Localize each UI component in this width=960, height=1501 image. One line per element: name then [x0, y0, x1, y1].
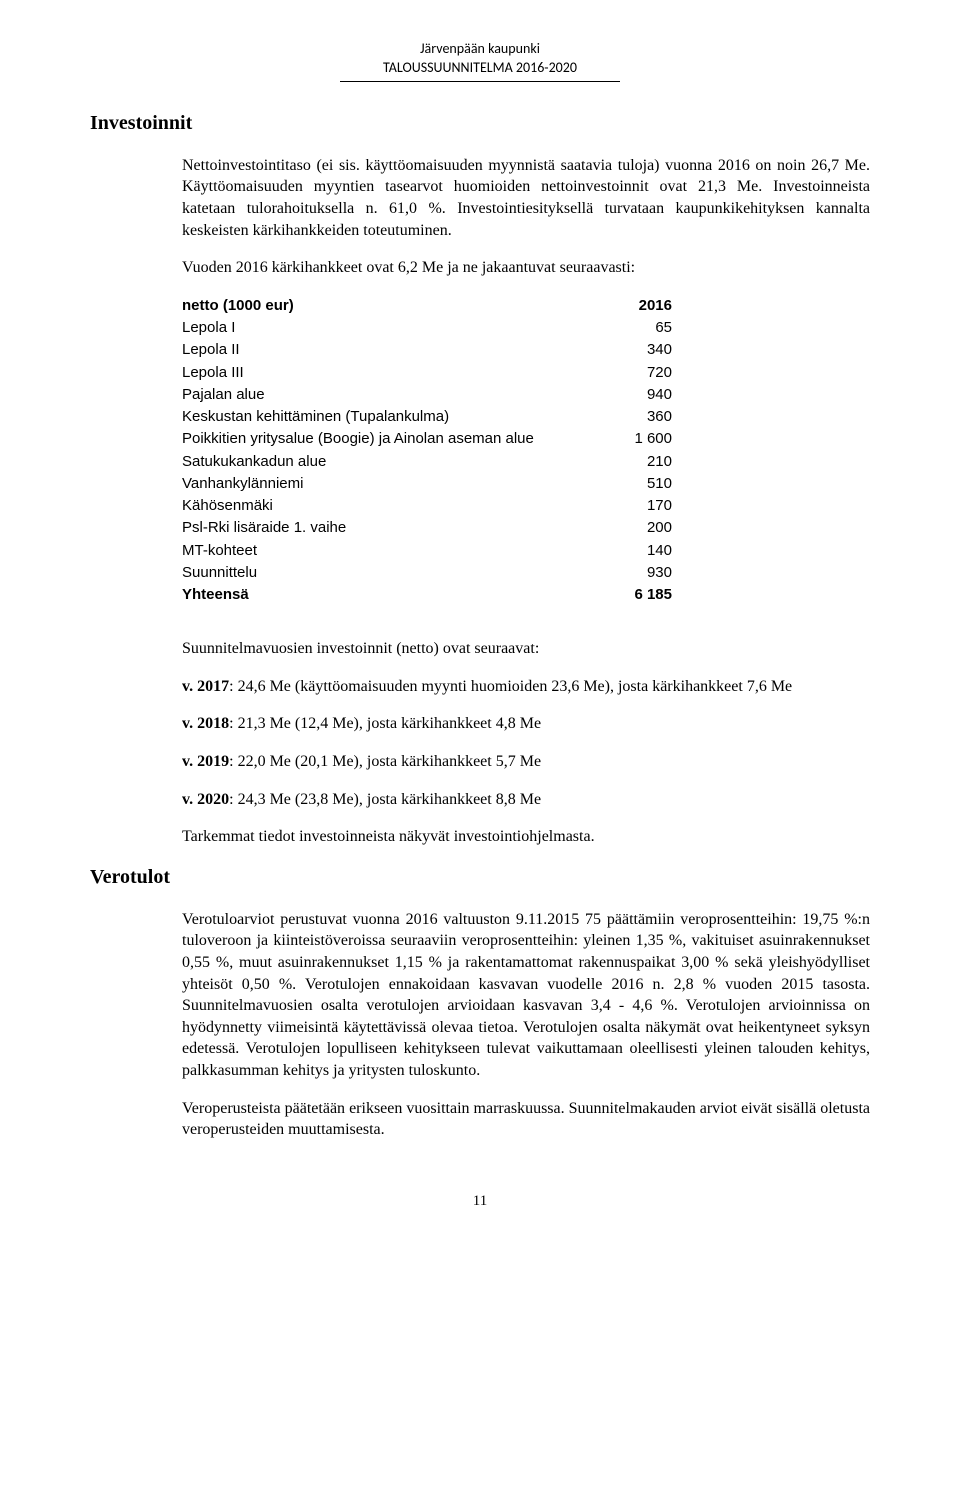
table-row: Psl-Rki lisäraide 1. vaihe200: [182, 517, 672, 539]
section-title-tax: Verotulot: [90, 864, 870, 891]
table-cell-value: 200: [625, 517, 672, 539]
tax-para-2: Veroperusteista päätetään erikseen vuosi…: [182, 1098, 870, 1141]
plan-year-rest: : 24,3 Me (23,8 Me), josta kärkihankkeet…: [229, 791, 541, 808]
table-row: Lepola I65: [182, 317, 672, 339]
table-total-value: 6 185: [625, 584, 672, 606]
table-cell-value: 930: [625, 562, 672, 584]
header-rule: [340, 81, 620, 82]
plan-intro: Suunnitelmavuosien investoinnit (netto) …: [182, 638, 870, 660]
investments-para-2: Vuoden 2016 kärkihankkeet ovat 6,2 Me ja…: [182, 257, 870, 279]
table-cell-label: Poikkitien yritysalue (Boogie) ja Ainola…: [182, 428, 625, 450]
header-title: TALOUSSUUNNITELMA 2016-2020: [90, 59, 870, 81]
table-cell-value: 210: [625, 451, 672, 473]
table-row: Keskustan kehittäminen (Tupalankulma)360: [182, 406, 672, 428]
plan-year-rest: : 21,3 Me (12,4 Me), josta kärkihankkeet…: [229, 715, 541, 732]
table-cell-label: Satukukankadun alue: [182, 451, 625, 473]
table-cell-value: 140: [625, 540, 672, 562]
investments-para-1: Nettoinvestointitaso (ei sis. käyttöomai…: [182, 155, 870, 241]
plan-year-bold: v. 2019: [182, 753, 229, 770]
table-cell-label: Lepola II: [182, 339, 625, 361]
table-cell-value: 65: [625, 317, 672, 339]
table-total-label: Yhteensä: [182, 584, 625, 606]
table-cell-label: Psl-Rki lisäraide 1. vaihe: [182, 517, 625, 539]
table-row: Kähösenmäki170: [182, 495, 672, 517]
table-row: Satukukankadun alue210: [182, 451, 672, 473]
plan-year-line: v. 2019: 22,0 Me (20,1 Me), josta kärkih…: [182, 751, 870, 773]
investments-table: netto (1000 eur) 2016 Lepola I65Lepola I…: [182, 295, 672, 607]
table-cell-label: Lepola III: [182, 362, 625, 384]
table-row: Lepola III720: [182, 362, 672, 384]
plan-year-bold: v. 2018: [182, 715, 229, 732]
table-cell-label: Pajalan alue: [182, 384, 625, 406]
plan-year-line: v. 2018: 21,3 Me (12,4 Me), josta kärkih…: [182, 713, 870, 735]
table-header-year: 2016: [625, 295, 672, 317]
plan-year-rest: : 22,0 Me (20,1 Me), josta kärkihankkeet…: [229, 753, 541, 770]
plan-year-bold: v. 2017: [182, 678, 229, 695]
table-row: MT-kohteet140: [182, 540, 672, 562]
table-cell-value: 340: [625, 339, 672, 361]
table-cell-value: 1 600: [625, 428, 672, 450]
table-header-label: netto (1000 eur): [182, 295, 625, 317]
page-header: Järvenpään kaupunki TALOUSSUUNNITELMA 20…: [90, 40, 870, 82]
table-cell-value: 170: [625, 495, 672, 517]
table-row: Poikkitien yritysalue (Boogie) ja Ainola…: [182, 428, 672, 450]
plan-year-line: v. 2020: 24,3 Me (23,8 Me), josta kärkih…: [182, 789, 870, 811]
table-cell-label: Keskustan kehittäminen (Tupalankulma): [182, 406, 625, 428]
table-row: Vanhankylänniemi510: [182, 473, 672, 495]
table-cell-label: Lepola I: [182, 317, 625, 339]
table-row: Lepola II340: [182, 339, 672, 361]
plan-year-bold: v. 2020: [182, 791, 229, 808]
table-cell-label: Vanhankylänniemi: [182, 473, 625, 495]
investments-closing: Tarkemmat tiedot investoinneista näkyvät…: [182, 826, 870, 848]
page-number: 11: [90, 1191, 870, 1211]
tax-para-1: Verotuloarviot perustuvat vuonna 2016 va…: [182, 909, 870, 1082]
table-cell-value: 510: [625, 473, 672, 495]
table-cell-value: 360: [625, 406, 672, 428]
table-cell-value: 940: [625, 384, 672, 406]
section-title-investments: Investoinnit: [90, 110, 870, 137]
plan-year-rest: : 24,6 Me (käyttöomaisuuden myynti huomi…: [229, 678, 792, 695]
table-cell-label: Suunnittelu: [182, 562, 625, 584]
table-cell-value: 720: [625, 362, 672, 384]
table-row: Pajalan alue940: [182, 384, 672, 406]
table-cell-label: Kähösenmäki: [182, 495, 625, 517]
table-row: Suunnittelu930: [182, 562, 672, 584]
header-org: Järvenpään kaupunki: [90, 40, 870, 59]
table-cell-label: MT-kohteet: [182, 540, 625, 562]
plan-year-line: v. 2017: 24,6 Me (käyttöomaisuuden myynt…: [182, 676, 870, 698]
table-header-row: netto (1000 eur) 2016: [182, 295, 672, 317]
table-total-row: Yhteensä 6 185: [182, 584, 672, 606]
